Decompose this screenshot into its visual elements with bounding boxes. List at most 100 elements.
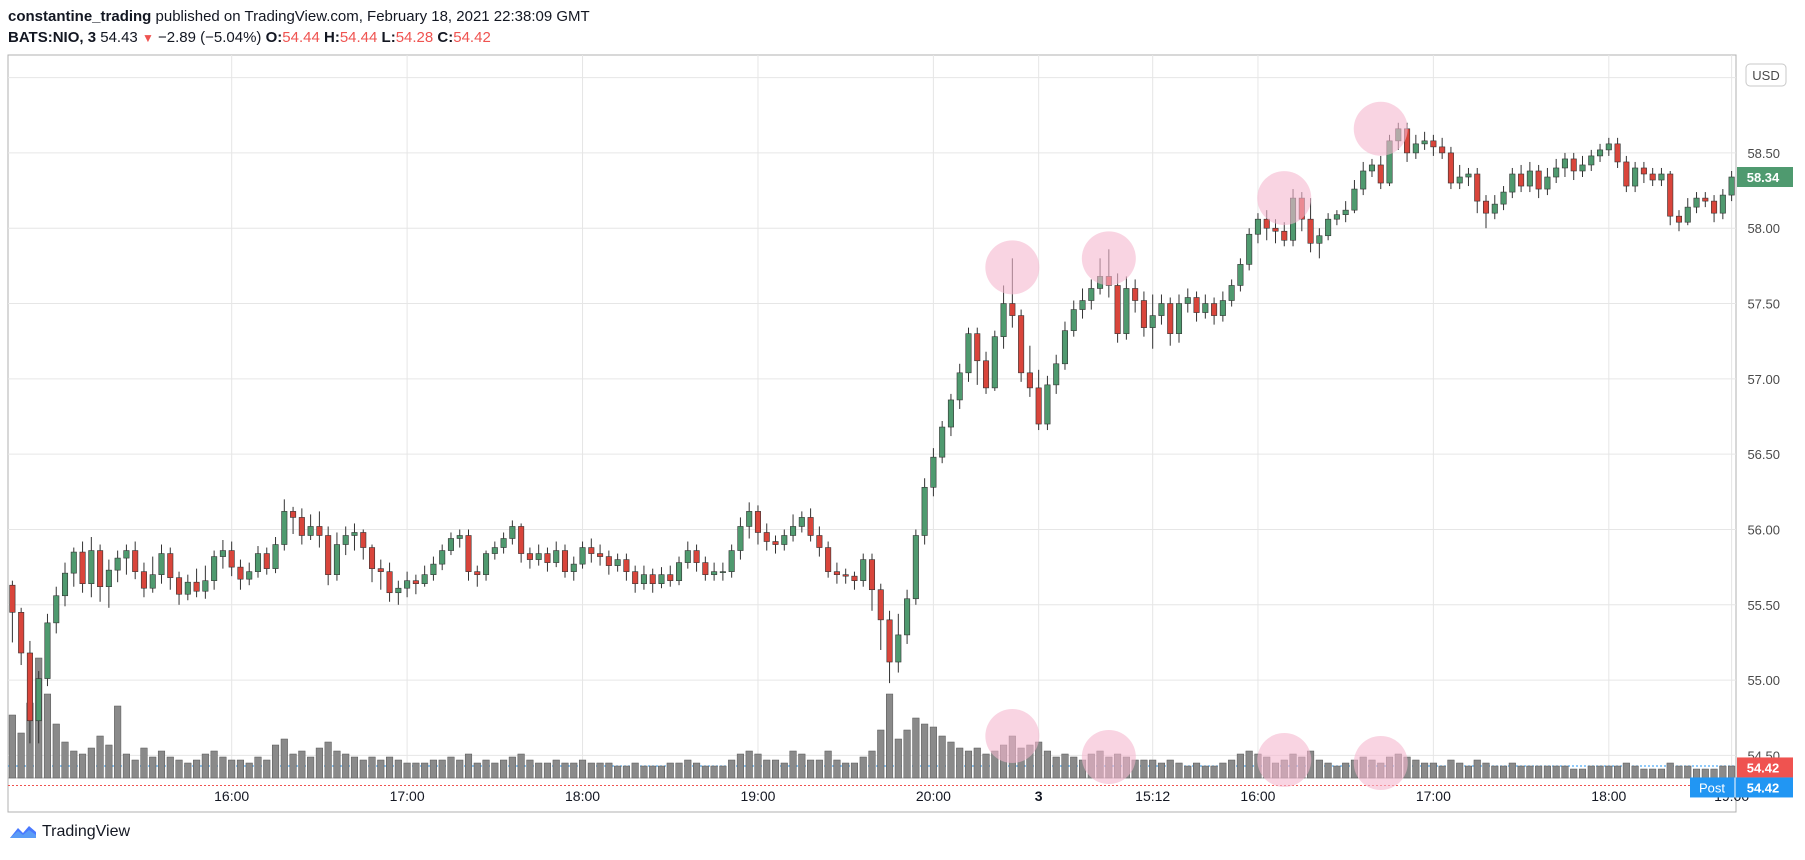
volume-bar [824, 750, 832, 779]
currency-badge[interactable]: USD [1745, 63, 1787, 87]
candle-up [1061, 330, 1068, 365]
low-label: L: [381, 29, 396, 46]
candle-up [676, 562, 683, 581]
volume-bar [1421, 762, 1429, 779]
candle-down [526, 553, 533, 560]
volume-bar [236, 759, 244, 779]
candle-up [930, 456, 937, 488]
candle-down [140, 571, 147, 589]
close-label: C: [437, 29, 454, 46]
candle-up [1246, 233, 1253, 265]
price-label-box [1737, 757, 1793, 778]
candle-down [518, 526, 525, 554]
price-label-text: 54.42 [1747, 760, 1780, 775]
candle-down [1447, 152, 1454, 184]
volume-bar [771, 759, 780, 779]
candle-down [316, 526, 323, 536]
volume-bar [982, 753, 990, 779]
candle-up [351, 532, 358, 536]
candle-up [746, 511, 753, 527]
volume-bar [1219, 762, 1227, 779]
volume-bar [587, 762, 595, 779]
candle-down [597, 553, 604, 557]
candle-down [377, 568, 384, 572]
volume-bar [1210, 765, 1218, 779]
candle-down [1535, 170, 1542, 190]
candle-up [614, 559, 621, 566]
candle-up [1588, 155, 1595, 166]
volume-bar [596, 762, 604, 779]
brand-name[interactable]: TradingView [42, 823, 131, 840]
volume-bar [201, 753, 209, 779]
candle-down [693, 550, 700, 563]
volume-bar [815, 759, 823, 779]
volume-bar [535, 762, 543, 779]
volume-bar [1070, 756, 1078, 779]
candle-up [728, 550, 735, 572]
price-label-box [1737, 167, 1793, 188]
candle-up [35, 678, 42, 722]
candle-down [588, 547, 595, 554]
volume-bar [1552, 765, 1560, 779]
volume-bar [1184, 765, 1192, 779]
candle-up [333, 544, 340, 575]
candle-down [544, 553, 551, 563]
candle-down [1018, 315, 1025, 374]
candle-down [176, 577, 183, 595]
volume-bar [508, 756, 516, 779]
candle-up [1412, 143, 1419, 154]
volume-bar [394, 759, 402, 779]
volume-bar [886, 693, 894, 779]
candle-up [1509, 173, 1516, 193]
ohlc-line: BATS:NIO, 3 54.43 ▼ −2.89 (−5.04%) O:54.… [8, 27, 590, 49]
author-name[interactable]: constantine_trading [8, 8, 152, 25]
volume-bar [1193, 762, 1201, 779]
candle-up [790, 526, 797, 536]
candle-up [1500, 191, 1507, 205]
volume-bar [780, 762, 788, 779]
volume-bar [87, 747, 95, 779]
volume-bar [500, 759, 508, 779]
candle-up [61, 572, 69, 597]
candle-up [88, 550, 95, 584]
candle-up [1684, 206, 1691, 223]
candle-up [1254, 218, 1261, 235]
candle-down [1167, 303, 1174, 334]
candle-down [1711, 200, 1718, 214]
symbol-label: BATS:NIO, 3 [8, 29, 97, 46]
volume-bar [8, 714, 16, 779]
volume-bar [973, 747, 981, 779]
volume-bar [1543, 765, 1551, 779]
time-tick-label: 3 [1035, 788, 1043, 804]
candle-up [947, 399, 954, 428]
candle-up [1544, 176, 1551, 190]
candle-down [868, 559, 876, 591]
volume-bar [789, 750, 797, 779]
candle-down [1035, 387, 1042, 425]
volume-bar [701, 765, 709, 779]
volume-bar [193, 759, 201, 779]
candle-up [781, 535, 788, 545]
time-tick-label: 18:00 [565, 788, 600, 804]
candle-up [254, 553, 262, 572]
candle-down [263, 553, 270, 569]
volume-bar [412, 762, 420, 779]
price-tick-label: 56.50 [1747, 447, 1780, 462]
candle-up [991, 336, 998, 389]
time-tick-label: 18:00 [1591, 788, 1626, 804]
volume-bar [964, 750, 973, 779]
volume-bar [798, 753, 806, 779]
candle-up [509, 526, 516, 539]
candle-up [1044, 384, 1051, 425]
candle-up [1000, 303, 1007, 337]
candle-down [386, 571, 393, 594]
tradingview-logo-icon[interactable] [8, 822, 38, 842]
candle-up [904, 598, 911, 636]
candle-up [500, 538, 507, 548]
price-tick-label: 55.00 [1747, 673, 1780, 688]
time-axis[interactable]: 16:00 17:00 18:00 19:00 20:00 3 15:12 16:00 17:0… [214, 788, 1749, 804]
volume-bar [464, 753, 473, 779]
candle-up [1053, 363, 1060, 386]
candle-up [1088, 288, 1095, 301]
